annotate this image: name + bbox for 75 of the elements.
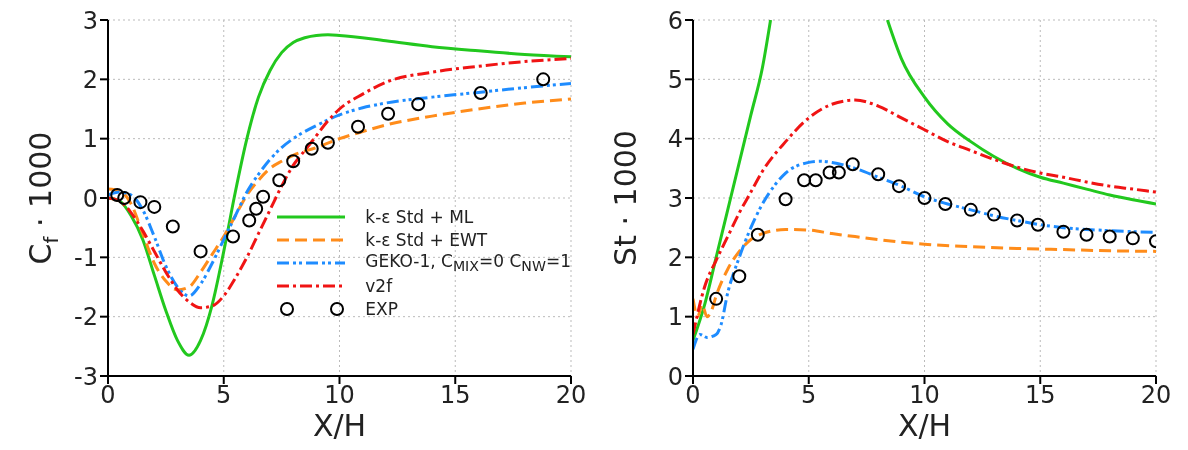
- point: [193, 244, 208, 259]
- point: [750, 227, 765, 242]
- legend-label: v2f: [365, 275, 393, 296]
- y-tick-label: 1: [667, 303, 683, 332]
- x-tick-label: 10: [324, 381, 355, 410]
- point: [1010, 213, 1025, 228]
- point: [286, 154, 301, 169]
- point: [938, 196, 953, 211]
- line-series: [693, 227, 1156, 319]
- point: [304, 141, 319, 156]
- point: [871, 167, 886, 182]
- point: [778, 192, 793, 207]
- point: [226, 229, 241, 244]
- y-tick-label: 1: [82, 125, 98, 154]
- point: [473, 85, 488, 100]
- point: [536, 72, 551, 87]
- y-tick-label: 0: [82, 184, 98, 213]
- x-axis-title: X/H: [312, 408, 367, 443]
- point: [320, 135, 335, 150]
- point: [147, 199, 162, 214]
- x-tick-label: 5: [216, 381, 232, 410]
- point: [831, 165, 846, 180]
- y-tick-label: 3: [667, 184, 683, 213]
- y-tick-label: 4: [667, 125, 683, 154]
- point: [1102, 229, 1117, 244]
- y-tick-label: 6: [667, 6, 683, 35]
- point: [272, 173, 287, 188]
- y-tick-label: -3: [74, 362, 98, 391]
- line-series: [693, 98, 1156, 336]
- x-tick-label: 20: [555, 381, 587, 410]
- point: [249, 201, 264, 216]
- point: [986, 207, 1001, 222]
- point: [732, 269, 747, 284]
- x-tick-label: 15: [439, 381, 471, 410]
- x-tick-label: 0: [100, 381, 116, 410]
- point: [963, 202, 978, 217]
- point: [797, 173, 812, 188]
- y-tick-label: 0: [667, 362, 683, 391]
- y-tick-label: 5: [667, 65, 683, 94]
- point: [892, 179, 907, 194]
- legend-label: k-ε Std + EWT: [365, 229, 488, 250]
- x-tick-label: 0: [685, 381, 701, 410]
- point: [845, 157, 860, 172]
- legend-label: k-ε Std + ML: [365, 206, 474, 227]
- legend-label: GEKO-1, C$_{MIX}$=0 C$_{NW}$=1: [365, 250, 571, 275]
- y-tick-label: 2: [667, 243, 683, 272]
- x-axis-title: X/H: [897, 408, 952, 443]
- point: [822, 165, 837, 180]
- point: [110, 188, 125, 203]
- x-tick-label: 20: [1140, 381, 1172, 410]
- point: [1079, 227, 1094, 242]
- y-tick-label: -2: [74, 303, 98, 332]
- point: [117, 191, 132, 205]
- point: [1125, 231, 1140, 246]
- x-tick-label: 15: [1024, 381, 1056, 410]
- y-axis-title: St · 1000: [607, 130, 643, 266]
- point: [165, 219, 180, 234]
- point: [242, 213, 257, 228]
- x-tick-label: 5: [801, 381, 817, 410]
- line-series: [693, 159, 1156, 351]
- point: [1030, 217, 1045, 232]
- legend-label: EXP: [365, 298, 398, 319]
- point: [411, 97, 426, 112]
- point: [133, 195, 148, 210]
- point: [709, 291, 724, 306]
- y-tick-label: -1: [74, 243, 98, 272]
- point: [808, 173, 823, 188]
- point: [917, 191, 932, 205]
- point: [1056, 224, 1071, 239]
- point: [381, 106, 396, 121]
- point: [256, 189, 271, 204]
- y-tick-label: 3: [82, 6, 98, 35]
- y-tick-label: 2: [82, 65, 98, 94]
- point: [351, 119, 366, 134]
- x-tick-label: 10: [909, 381, 940, 410]
